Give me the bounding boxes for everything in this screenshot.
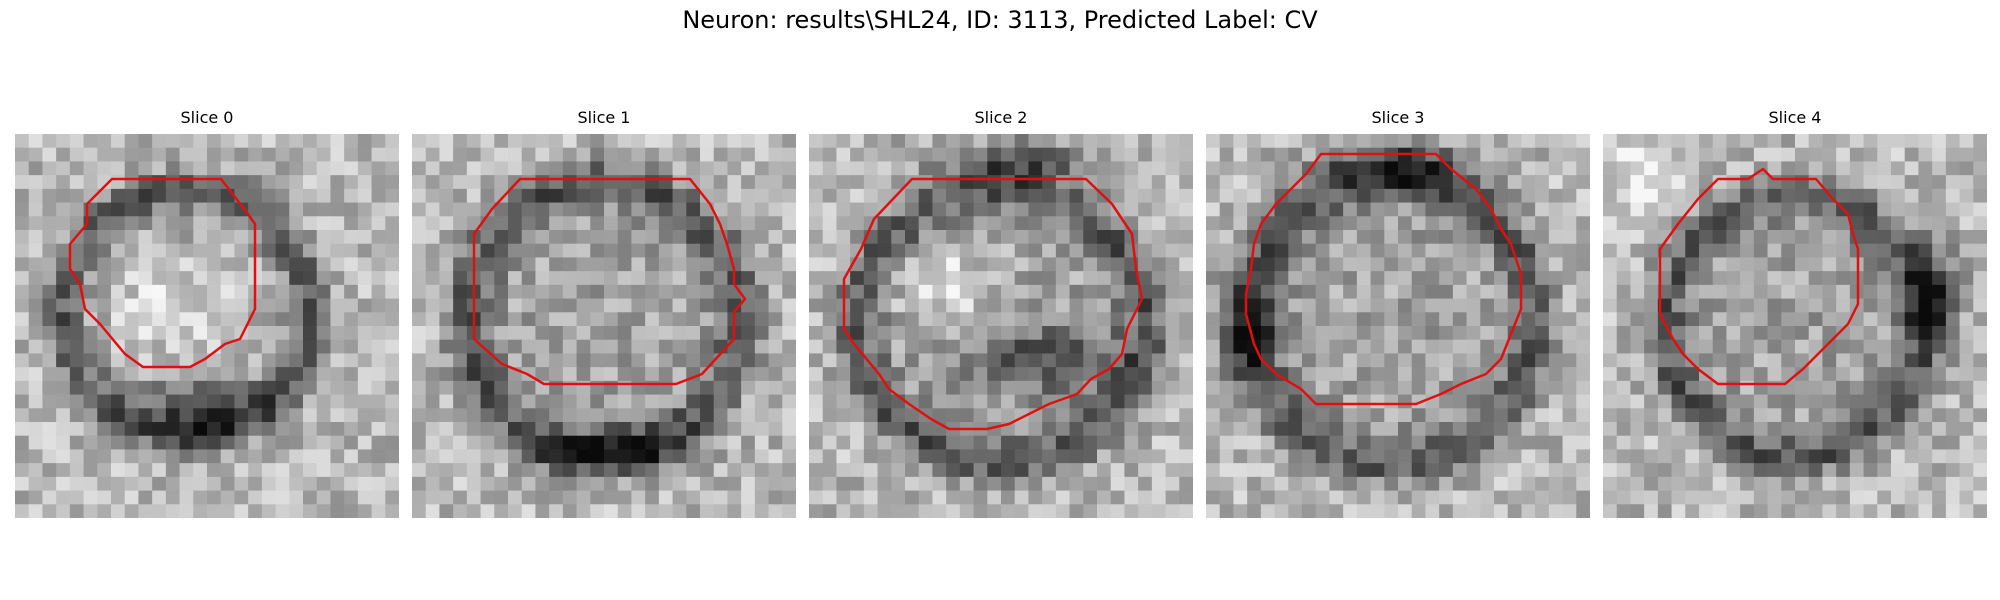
red-contour	[842, 177, 1144, 431]
slice-image-3	[1206, 134, 1590, 518]
slice-title-3: Slice 3	[1371, 108, 1425, 127]
slice-title-2: Slice 2	[974, 108, 1028, 127]
pixel-grid	[809, 134, 1193, 518]
red-contour	[1244, 152, 1523, 406]
red-contour	[1658, 167, 1860, 386]
red-contour	[472, 177, 747, 386]
slice-image-0	[15, 134, 399, 518]
slice-title-4: Slice 4	[1768, 108, 1822, 127]
slice-title-1: Slice 1	[577, 108, 631, 127]
slice-image-1	[412, 134, 796, 518]
pixel-grid	[1603, 134, 1987, 518]
slice-image-4	[1603, 134, 1987, 518]
pixel-grid	[412, 134, 796, 518]
pixel-grid	[15, 134, 399, 518]
pixel-grid	[1206, 134, 1590, 518]
slice-image-2	[809, 134, 1193, 518]
slice-title-0: Slice 0	[180, 108, 234, 127]
red-contour	[68, 177, 257, 369]
figure-title: Neuron: results\SHL24, ID: 3113, Predict…	[682, 6, 1318, 34]
